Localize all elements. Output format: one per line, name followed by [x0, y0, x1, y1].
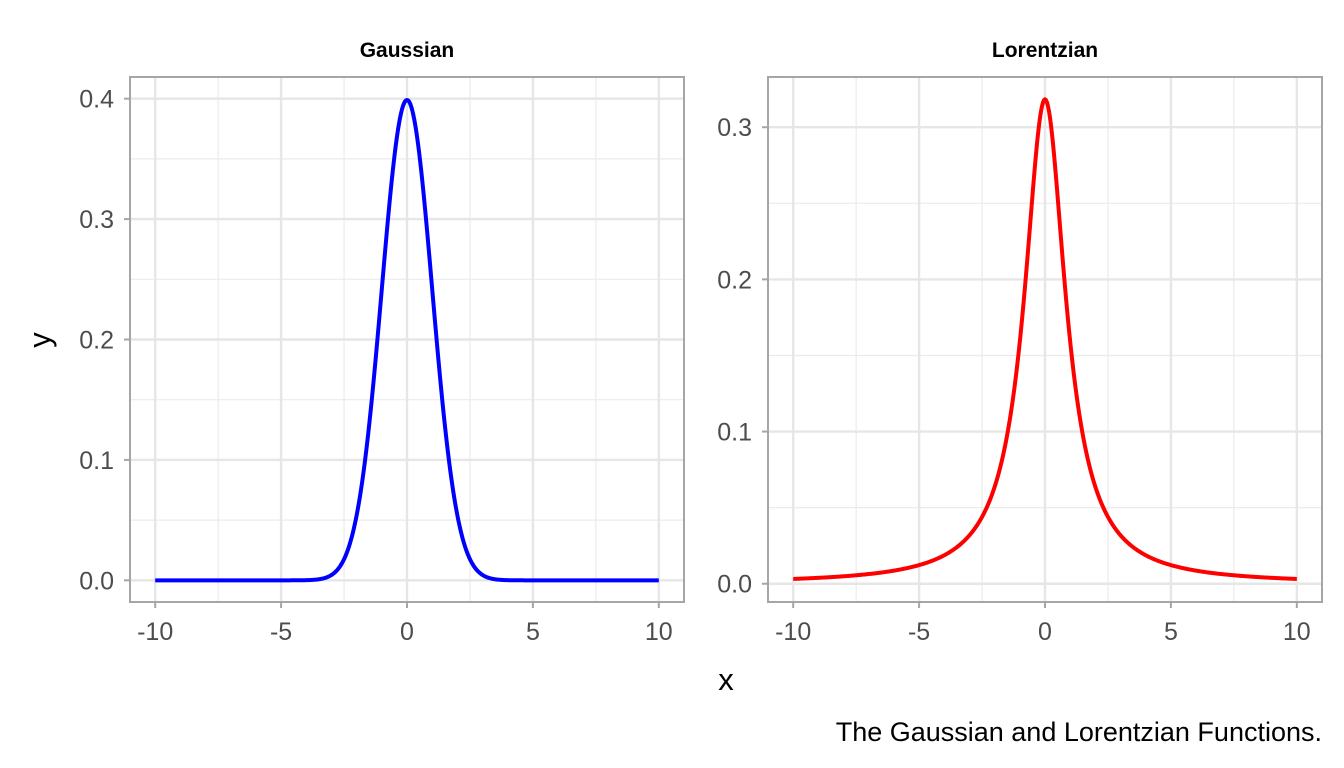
lorentzian-y-tick-label: 0.3 — [717, 114, 752, 142]
x-axis-title: x — [718, 662, 734, 697]
y-axis-title: y — [22, 332, 57, 348]
lorentzian-y-tick-label: 0.2 — [717, 266, 752, 294]
lorentzian-panel-title: Lorentzian — [992, 39, 1098, 62]
lorentzian-y-tick-label: 0.1 — [717, 419, 752, 447]
gaussian-x-tick-label: -10 — [137, 618, 173, 646]
gaussian-panel: Gaussian -10 -5 0 5 10 0.0 0.1 0.2 0.3 0.4 — [79, 39, 685, 646]
gaussian-y-tick-label: 0.3 — [79, 206, 114, 234]
gaussian-y-tick-label: 0.1 — [79, 447, 114, 475]
lorentzian-x-tick-label: -10 — [775, 618, 811, 646]
gaussian-x-tick-label: 10 — [645, 618, 673, 646]
gaussian-x-tick-label: -5 — [270, 618, 292, 646]
gaussian-x-tick-label: 0 — [400, 618, 414, 646]
gaussian-y-tick-label: 0.2 — [79, 327, 114, 355]
lorentzian-panel: Lorentzian -10 -5 0 5 10 0.0 0.1 0.2 0.3 — [717, 39, 1323, 646]
gaussian-axis-ticks: -10 -5 0 5 10 0.0 0.1 0.2 0.3 0.4 — [79, 86, 672, 646]
gaussian-panel-title: Gaussian — [360, 39, 455, 62]
lorentzian-grid-major — [768, 77, 1322, 602]
lorentzian-x-tick-label: 10 — [1283, 618, 1311, 646]
lorentzian-x-tick-label: 0 — [1038, 618, 1052, 646]
gaussian-curve — [154, 97, 660, 583]
lorentzian-y-tick-label: 0.0 — [717, 571, 752, 599]
gaussian-x-tick-label: 5 — [526, 618, 540, 646]
gaussian-grid-major — [130, 77, 684, 602]
chart-caption: The Gaussian and Lorentzian Functions. — [836, 717, 1322, 747]
lorentzian-x-tick-label: -5 — [908, 618, 930, 646]
lorentzian-x-tick-label: 5 — [1164, 618, 1178, 646]
lorentzian-axis-ticks: -10 -5 0 5 10 0.0 0.1 0.2 0.3 — [717, 114, 1310, 646]
lorentzian-curve — [792, 97, 1298, 581]
gaussian-y-tick-label: 0.4 — [79, 86, 114, 114]
gaussian-y-tick-label: 0.0 — [79, 567, 114, 595]
